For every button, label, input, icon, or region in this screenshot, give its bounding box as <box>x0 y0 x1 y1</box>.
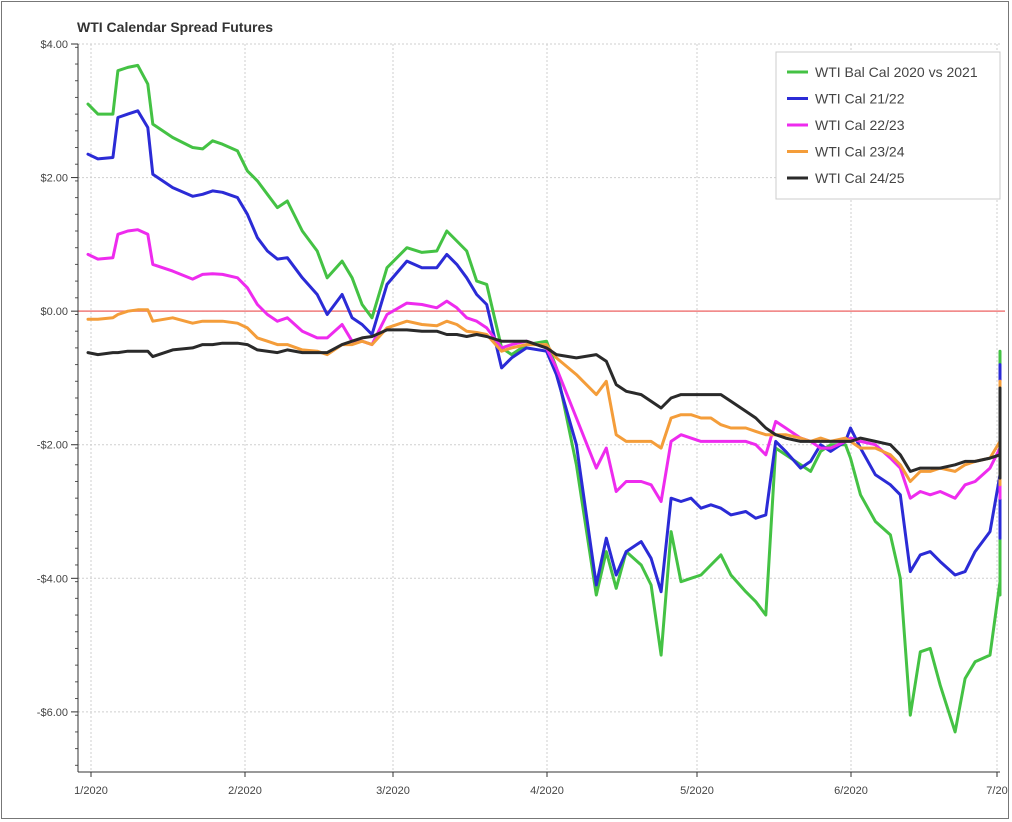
x-tick-label: 4/2020 <box>530 785 564 797</box>
y-tick-label: $2.00 <box>40 173 68 185</box>
legend-label: WTI Cal 21/22 <box>815 91 905 107</box>
y-tick-label: $0.00 <box>40 306 68 318</box>
y-tick-label: -$6.00 <box>37 707 68 719</box>
legend-item[interactable]: WTI Cal 23/24 <box>787 144 905 160</box>
x-tick-label: 3/2020 <box>376 785 410 797</box>
legend-label: WTI Cal 23/24 <box>815 144 905 160</box>
legend-item[interactable]: WTI Bal Cal 2020 vs 2021 <box>787 64 978 80</box>
series-line-4 <box>86 308 1002 487</box>
legend-item[interactable]: WTI Cal 22/23 <box>787 117 905 133</box>
chart-title: WTI Calendar Spread Futures <box>77 19 273 35</box>
series-line-3 <box>86 228 1002 503</box>
y-tick-label: -$4.00 <box>37 573 68 585</box>
legend[interactable]: WTI Bal Cal 2020 vs 2021 WTI Cal 21/22 WTI… <box>775 51 1001 200</box>
legend-label: WTI Cal 24/25 <box>815 170 905 186</box>
series-line-5 <box>86 328 1002 480</box>
legend-box <box>775 51 1001 200</box>
legend-label: WTI Cal 22/23 <box>815 117 905 133</box>
series-lines <box>86 63 1002 734</box>
x-tick-label: 2/2020 <box>228 785 262 797</box>
x-tick-label: 7/20 <box>986 785 1007 797</box>
legend-item[interactable]: WTI Cal 21/22 <box>787 91 905 107</box>
x-tick-label: 5/2020 <box>680 785 714 797</box>
legend-item[interactable]: WTI Cal 24/25 <box>787 170 905 186</box>
x-tick-label: 6/2020 <box>834 785 868 797</box>
x-tick-label: 1/2020 <box>74 785 108 797</box>
y-tick-label: -$2.00 <box>37 440 68 452</box>
axes: 1/2020 2/2020 3/2020 4/2020 5/2020 6/2020 7/20… <box>37 39 1008 797</box>
legend-label: WTI Bal Cal 2020 vs 2021 <box>815 64 978 80</box>
y-tick-label: $4.00 <box>40 39 68 51</box>
